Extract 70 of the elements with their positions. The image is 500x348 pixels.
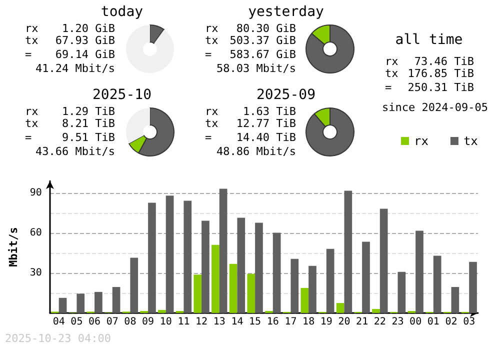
text: 43.66 Mbit/s — [36, 145, 115, 158]
text: tx — [25, 34, 38, 47]
legend-label: tx — [463, 134, 478, 148]
text: rx — [25, 22, 38, 35]
text: 14.40 TiB — [236, 131, 296, 144]
x-tick-label: 17 — [284, 316, 297, 328]
text: 1.20 GiB — [62, 22, 115, 35]
y-tick-label: 30 — [30, 268, 42, 278]
x-tick-label: 19 — [320, 316, 332, 328]
text: 67.93 GiB — [55, 34, 115, 47]
x-tick-label: 01 — [427, 316, 440, 328]
x-tick-label: 06 — [88, 316, 101, 328]
text: tx — [25, 117, 38, 130]
text: all time — [395, 32, 463, 48]
text: since 2024-09-05 — [382, 101, 488, 114]
x-tick-label: 23 — [392, 316, 404, 328]
text: rx — [205, 22, 218, 35]
text: = — [385, 81, 392, 94]
text: 73.46 TiB — [414, 55, 474, 68]
x-tick-label: 03 — [463, 316, 476, 328]
x-tick-label: 02 — [445, 316, 458, 328]
text: = — [25, 48, 32, 61]
text: 503.37 GiB — [230, 34, 296, 47]
text: 69.14 GiB — [55, 48, 115, 61]
y-axis-title: Mbit/s — [7, 227, 20, 267]
x-tick-label: 05 — [70, 316, 83, 328]
text: rx — [25, 105, 38, 118]
x-tick-label: 13 — [213, 316, 226, 328]
text: = — [205, 131, 212, 144]
text: 8.21 TiB — [62, 117, 115, 130]
y-tick-label: 60 — [30, 228, 42, 238]
y-tick-label: 90 — [30, 188, 42, 198]
chart-title: 2025-09 — [256, 87, 316, 103]
text: 9.51 TiB — [62, 131, 115, 144]
text: tx — [385, 67, 398, 80]
x-tick-label: 08 — [124, 316, 136, 328]
text: 58.03 Mbit/s — [216, 62, 296, 75]
legend-label: rx — [414, 134, 428, 148]
x-tick-label: 16 — [266, 316, 279, 328]
text: 1.63 TiB — [243, 105, 296, 118]
x-tick-label: 09 — [142, 316, 154, 328]
text: = — [25, 131, 32, 144]
text: tx — [205, 117, 218, 130]
x-tick-label: 20 — [338, 316, 350, 328]
x-tick-label: 18 — [302, 316, 315, 328]
chart-title: today — [100, 4, 144, 20]
x-tick-label: 15 — [249, 316, 262, 328]
chart-title: yesterday — [248, 4, 324, 20]
text: rx — [385, 55, 398, 68]
x-tick-label: 14 — [231, 316, 244, 328]
text: 12.77 TiB — [236, 117, 296, 130]
text: 48.86 Mbit/s — [216, 145, 296, 158]
chart-title: 2025-10 — [92, 87, 152, 103]
text: 1.29 TiB — [62, 105, 115, 118]
text: = — [205, 48, 212, 61]
text: tx — [205, 34, 218, 47]
x-tick-label: 00 — [410, 316, 422, 328]
text: rx — [205, 105, 218, 118]
text: 583.67 GiB — [230, 48, 296, 61]
text: 80.30 GiB — [236, 22, 296, 35]
x-tick-label: 10 — [160, 316, 172, 328]
x-tick-label: 12 — [196, 316, 208, 328]
x-tick-label: 11 — [178, 316, 190, 328]
x-tick-label: 21 — [356, 316, 368, 328]
x-tick-label: 22 — [374, 316, 386, 328]
text: 41.24 Mbit/s — [36, 62, 115, 75]
text: 250.31 TiB — [408, 81, 474, 94]
text: 176.85 TiB — [408, 67, 474, 80]
x-tick-label: 07 — [106, 316, 118, 328]
x-tick-label: 04 — [52, 316, 65, 328]
